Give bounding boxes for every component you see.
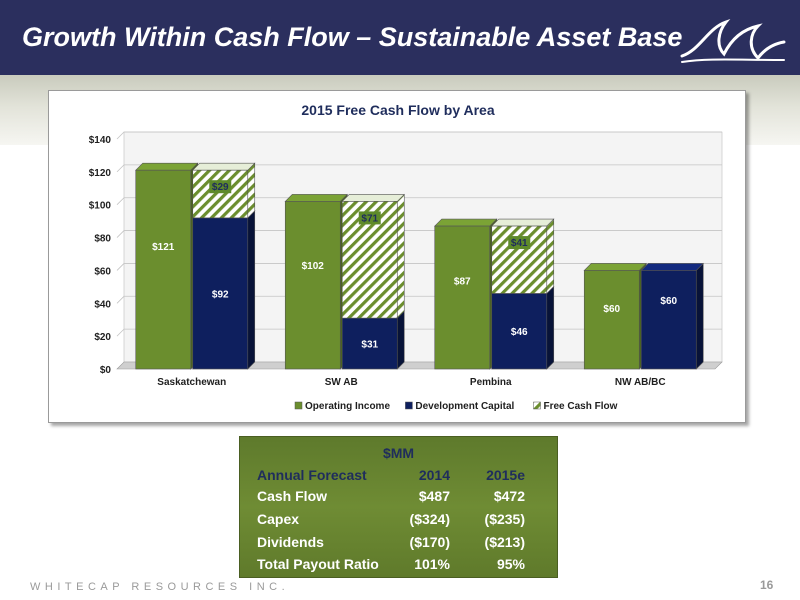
bar-development-capital-side: [247, 210, 256, 370]
y-tick-label: $80: [94, 234, 111, 245]
gridline: [116, 197, 722, 205]
x-tick-label: Pembina: [470, 377, 512, 388]
data-label-operating-income: $87: [454, 276, 471, 287]
bar-free-cash-flow-side: [247, 162, 256, 219]
y-tick-label: $140: [89, 135, 112, 146]
legend-label: Development Capital: [415, 401, 514, 412]
bar-operating-income: [284, 201, 341, 370]
gridline: [116, 164, 722, 173]
data-label-operating-income: $60: [603, 304, 620, 315]
table-row: Cash Flow $487 $472: [240, 488, 557, 510]
legend-swatch: [405, 401, 413, 410]
data-label-free-cash-flow: $41: [511, 238, 528, 249]
y-tick-label: $100: [89, 201, 112, 212]
free-cash-flow-chart: 2015 Free Cash Flow by Area $0 $20 $40 $60 $8…: [89, 102, 723, 412]
page-number: 16: [760, 578, 774, 592]
data-label-bg-free-cash-flow: [508, 236, 531, 250]
table-row: Capex ($324) ($235): [240, 511, 557, 533]
table-cell-2014: 101%: [414, 556, 450, 572]
table-row: Dividends ($170) ($213): [240, 534, 557, 556]
y-tick-label: $120: [89, 168, 112, 179]
bar-development-capital-side: [546, 285, 555, 370]
company-name: WHITECAP RESOURCES INC.: [30, 581, 290, 593]
whitecap-wave-logo-icon: [680, 18, 786, 63]
table-cell-2014: ($170): [409, 534, 450, 550]
legend-label: Free Cash Flow: [544, 401, 618, 412]
y-tick-label: $0: [100, 365, 112, 376]
data-label-free-cash-flow: $29: [212, 182, 229, 193]
table-cell-2014: ($324): [409, 511, 450, 527]
data-label-development-capital: $92: [212, 289, 229, 300]
table-cell-2015: 95%: [496, 556, 525, 572]
bar-free-cash-flow-side: [546, 218, 555, 295]
gridline: [116, 131, 722, 140]
data-label-development-capital: $60: [660, 296, 677, 307]
table-header-label: Annual Forecast: [257, 467, 367, 483]
table-row: Total Payout Ratio 101% 95%: [240, 556, 557, 578]
chart-title: 2015 Free Cash Flow by Area: [301, 102, 494, 118]
data-label-development-capital: $46: [511, 327, 528, 338]
table-cell-2015: ($213): [484, 534, 525, 550]
legend-label: Operating Income: [305, 401, 390, 412]
bar-operating-income: [583, 270, 640, 370]
table-header-2015: 2015e: [486, 467, 525, 483]
y-tick-label: $20: [94, 332, 111, 343]
bar-development-capital-side: [396, 310, 405, 370]
bar-development-capital-top: [640, 263, 704, 271]
bar-free-cash-flow-top: [491, 218, 555, 227]
x-tick-label: NW AB/BC: [615, 377, 666, 388]
table-cell-label: Total Payout Ratio: [257, 556, 379, 572]
bar-operating-income-top: [135, 162, 199, 171]
x-tick-label: SW AB: [325, 377, 358, 388]
bar-operating-income-top: [434, 218, 498, 227]
forecast-table: $MM Annual Forecast 2014 2015e Cash Flow…: [239, 436, 558, 578]
table-cell-2015: $472: [493, 488, 525, 504]
bar-free-cash-flow-side: [396, 193, 405, 319]
data-label-operating-income: $121: [152, 242, 175, 253]
bar-development-capital: [491, 293, 548, 370]
slide-title: Growth Within Cash Flow – Sustainable As…: [22, 22, 683, 52]
bar-operating-income-top: [583, 263, 647, 271]
table-header-row: Annual Forecast 2014 2015e: [240, 467, 557, 489]
y-tick-label: $40: [94, 299, 111, 310]
table-header-2014: 2014: [418, 467, 450, 483]
data-label-bg-free-cash-flow: [358, 211, 381, 225]
table-cell-label: Dividends: [257, 534, 324, 550]
legend-swatch: [533, 401, 541, 410]
table-cell-2014: $487: [418, 488, 450, 504]
table-cell-label: Capex: [257, 511, 300, 527]
y-tick-label: $60: [94, 266, 111, 277]
bar-free-cash-flow-top: [341, 194, 405, 202]
bar-free-cash-flow: [192, 169, 249, 219]
bar-operating-income-top: [284, 194, 348, 202]
bar-free-cash-flow-top: [192, 162, 256, 171]
bar-operating-income: [434, 225, 491, 370]
title-bar: Growth Within Cash Flow – Sustainable As…: [0, 0, 800, 75]
data-label-bg-free-cash-flow: [209, 180, 232, 194]
data-label-free-cash-flow: $71: [361, 213, 378, 224]
bar-development-capital: [341, 317, 398, 370]
table-cell-label: Cash Flow: [257, 488, 328, 504]
table-unit: $MM: [382, 445, 415, 461]
data-label-development-capital: $31: [361, 340, 378, 351]
legend-swatch: [294, 401, 303, 410]
chart-container: 2015 Free Cash Flow by Area $0 $20 $40 $60 $8…: [48, 90, 746, 423]
bar-development-capital-side: [695, 262, 704, 370]
data-label-operating-income: $102: [302, 261, 325, 272]
x-tick-label: Saskatchewan: [157, 377, 226, 388]
bar-development-capital: [640, 270, 697, 370]
table-cell-2015: ($235): [484, 511, 525, 527]
bar-operating-income: [135, 169, 192, 370]
